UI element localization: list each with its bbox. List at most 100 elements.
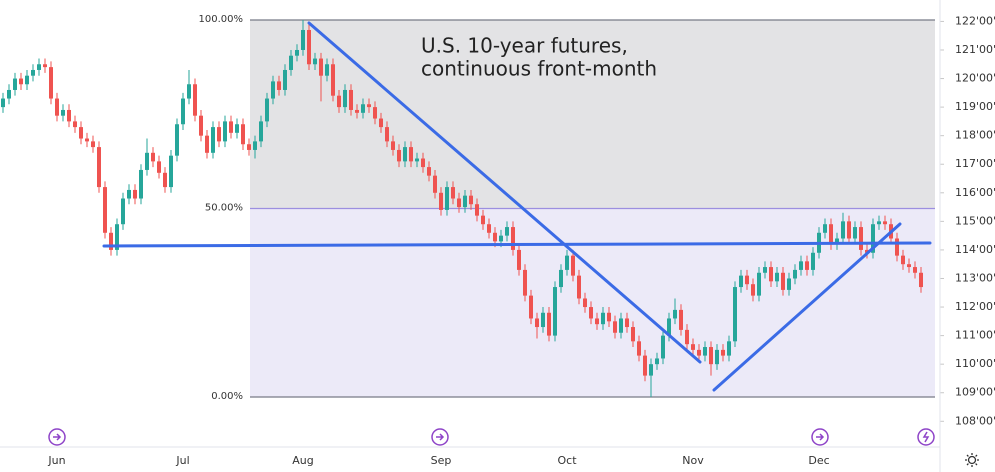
candle-body — [601, 312, 605, 325]
candle-body — [895, 238, 899, 256]
candle-body — [1, 98, 5, 108]
candle-body — [367, 104, 371, 108]
trend-line[interactable] — [102, 241, 932, 248]
candle-body — [493, 232, 497, 242]
candle-body — [481, 215, 485, 225]
candle-body — [697, 349, 701, 356]
candle-body — [709, 347, 713, 365]
candle-body — [535, 318, 539, 328]
candle-body — [631, 327, 635, 342]
candle-body — [319, 58, 323, 76]
fib-zone — [250, 19, 935, 209]
candle-body — [391, 141, 395, 150]
y-tick-label: 111'00'0 — [955, 329, 995, 342]
candle-body — [589, 307, 593, 319]
candle-body — [745, 275, 749, 285]
candle-body — [679, 309, 683, 330]
candle-body — [793, 269, 797, 279]
candle-body — [205, 135, 209, 153]
candle-body — [523, 269, 527, 296]
candle-body — [409, 147, 413, 162]
fib-level-label: 0.00% — [211, 391, 243, 402]
settings-icon[interactable] — [965, 453, 979, 467]
trend-line[interactable] — [712, 222, 902, 392]
candle-body — [859, 227, 863, 250]
candle-body — [235, 124, 239, 133]
candle-body — [907, 264, 911, 268]
candle-body — [871, 224, 875, 253]
annotation: U.S. 10-year futures, — [421, 34, 628, 58]
candle-body — [529, 295, 533, 319]
y-tick-label: 122'00'0 — [955, 14, 995, 27]
candle-body — [355, 109, 359, 113]
candle-body — [241, 124, 245, 145]
event-icon[interactable] — [917, 428, 935, 446]
candle-body — [373, 107, 377, 119]
fib-level-label: 100.00% — [199, 14, 244, 25]
candle-body — [883, 221, 887, 225]
candle-body — [55, 98, 59, 116]
event-icon[interactable] — [811, 428, 829, 446]
candle-body — [361, 104, 365, 113]
candle-body — [313, 58, 317, 65]
candle-body — [613, 321, 617, 333]
candle-body — [511, 227, 515, 250]
candle-body — [433, 175, 437, 193]
y-tick-label: 112'00'0 — [955, 300, 995, 313]
candle-body — [349, 89, 353, 110]
candle-body — [811, 252, 815, 270]
event-icon[interactable] — [48, 428, 66, 446]
candle-body — [331, 64, 335, 96]
candle-body — [505, 227, 509, 236]
candle-body — [109, 232, 113, 250]
candle-body — [547, 312, 551, 336]
x-tick-label: Jul — [175, 454, 189, 467]
candle-body — [379, 118, 383, 128]
candle-body — [139, 169, 143, 199]
candle-body — [427, 167, 431, 176]
event-icons — [48, 428, 935, 446]
candle-body — [913, 267, 917, 273]
candle-body — [133, 189, 137, 199]
candle-body — [805, 261, 809, 270]
candle-body — [685, 329, 689, 345]
trend-line[interactable] — [307, 21, 702, 364]
y-tick-label: 119'00'0 — [955, 100, 995, 113]
candle-body — [151, 152, 155, 162]
candle-body — [775, 272, 779, 282]
candle-body — [145, 152, 149, 170]
candle-body — [901, 255, 905, 265]
annotation: continuous front-month — [421, 57, 657, 81]
candle-body — [751, 284, 755, 296]
candle-body — [553, 287, 557, 336]
candle-body — [781, 272, 785, 290]
candle-body — [163, 172, 167, 188]
y-tick-label: 118'00'0 — [955, 129, 995, 142]
candle-body — [43, 64, 47, 68]
candle-body — [691, 344, 695, 350]
candle-body — [727, 341, 731, 356]
candle-body — [199, 115, 203, 136]
event-icon[interactable] — [431, 428, 449, 446]
candle-body — [421, 158, 425, 168]
y-tick-label: 116'00'0 — [955, 186, 995, 199]
candle-body — [649, 364, 653, 376]
candle-body — [181, 98, 185, 125]
candle-body — [385, 127, 389, 142]
x-tick-label: Jun — [47, 454, 65, 467]
candle-body — [721, 349, 725, 356]
candle-body — [853, 227, 857, 239]
candle-body — [787, 278, 791, 290]
candle-body — [175, 124, 179, 156]
candle-body — [49, 67, 53, 99]
candle-body — [829, 224, 833, 245]
candle-body — [403, 147, 407, 162]
candle-body — [571, 255, 575, 276]
y-tick-label: 120'00'0 — [955, 72, 995, 85]
y-tick-label: 114'00'0 — [955, 243, 995, 256]
x-tick-label: Oct — [557, 454, 577, 467]
candle-body — [451, 187, 455, 199]
candle-body — [295, 49, 299, 56]
candle-body — [325, 64, 329, 76]
